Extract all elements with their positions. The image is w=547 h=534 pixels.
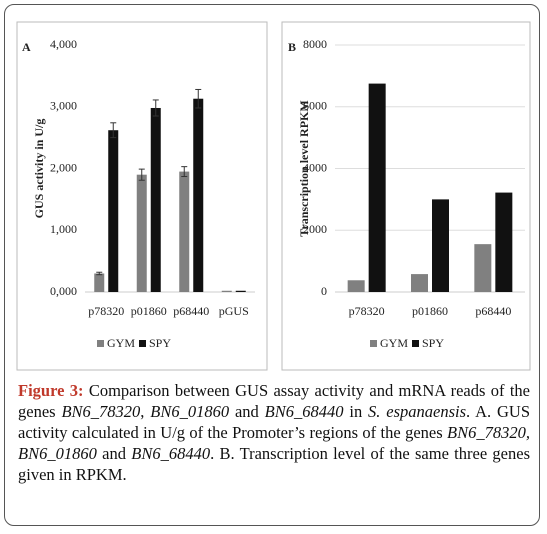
bar (495, 192, 513, 292)
bar (136, 174, 147, 292)
caption-text: BN6_68440 (131, 444, 211, 463)
y-tick-label: 2000 (303, 222, 327, 236)
bar (235, 290, 246, 292)
y-tick-label: 6000 (303, 99, 327, 113)
error-bar (152, 99, 159, 117)
y-axis-label: GUS activity in U/g (32, 119, 46, 219)
caption-text: Comparison between GUS assay activity an… (18, 381, 530, 421)
caption-text: S. espanaensis (368, 402, 467, 421)
bar (221, 290, 232, 292)
y-tick-label: 4000 (303, 160, 327, 174)
y-tick-label: 0,000 (50, 284, 77, 298)
x-tick-label: p68440 (475, 304, 511, 318)
y-axis-label: Transcription level RPKM (297, 100, 311, 236)
x-tick-label: p01860 (131, 304, 167, 318)
error-bar (96, 271, 103, 276)
caption-text: , (140, 402, 151, 421)
caption: Figure 3: Comparison between GUS assay a… (18, 380, 530, 485)
bar (94, 273, 105, 292)
bar (411, 274, 428, 292)
bar (179, 171, 190, 292)
bar (347, 280, 365, 292)
caption-text: . B. Transcription level of the same thr… (18, 444, 530, 484)
caption-text: and (96, 444, 132, 463)
error-bar (110, 122, 117, 139)
x-tick-label: p78320 (349, 304, 385, 318)
caption-text: BN6_78320, BN6_01860 (18, 423, 530, 463)
panel-border (16, 21, 268, 371)
legend-label: GYM (380, 336, 408, 350)
x-tick-label: p78320 (88, 304, 124, 318)
y-tick-label: 1,000 (50, 222, 77, 236)
figure-frame (4, 4, 540, 526)
bar (432, 199, 449, 292)
caption-text: . A. GUS activity calculated in U/g of t… (18, 402, 531, 442)
legend-label: SPY (149, 336, 171, 350)
panel-border (281, 21, 531, 371)
bar (108, 130, 119, 292)
caption-label: Figure 3: (18, 381, 84, 400)
caption-text: BN6_01860 (150, 402, 230, 421)
caption-text: and (229, 402, 265, 421)
x-tick-label: pGUS (219, 304, 249, 318)
caption-text: BN6_68440 (264, 402, 344, 421)
caption-text: in (343, 402, 369, 421)
legend-swatch (370, 340, 377, 347)
legend-label: GYM (107, 336, 135, 350)
bar (368, 83, 386, 292)
x-tick-label: p01860 (412, 304, 448, 318)
legend-swatch (412, 340, 419, 347)
y-tick-label: 8000 (303, 37, 327, 51)
y-tick-label: 0 (321, 284, 327, 298)
charts: A GUS activity in U/g 0,000 1,000 2,000 3,000… (16, 21, 531, 371)
y-tick-label: 2,000 (50, 160, 77, 174)
x-tick-label: p68440 (173, 304, 209, 318)
caption-text: BN6_78320 (61, 402, 141, 421)
error-bar (195, 88, 202, 109)
legend-label: SPY (422, 336, 444, 350)
y-tick-label: 4,000 (50, 37, 77, 51)
bar (474, 244, 492, 292)
bar (193, 98, 204, 292)
error-bar (138, 168, 145, 181)
legend-swatch (139, 340, 146, 347)
error-bar (181, 166, 188, 178)
bar (150, 107, 161, 292)
y-tick-label: 3,000 (50, 99, 77, 113)
legend-swatch (97, 340, 104, 347)
panel-label: B (288, 40, 296, 54)
panel-label: A (22, 40, 31, 54)
